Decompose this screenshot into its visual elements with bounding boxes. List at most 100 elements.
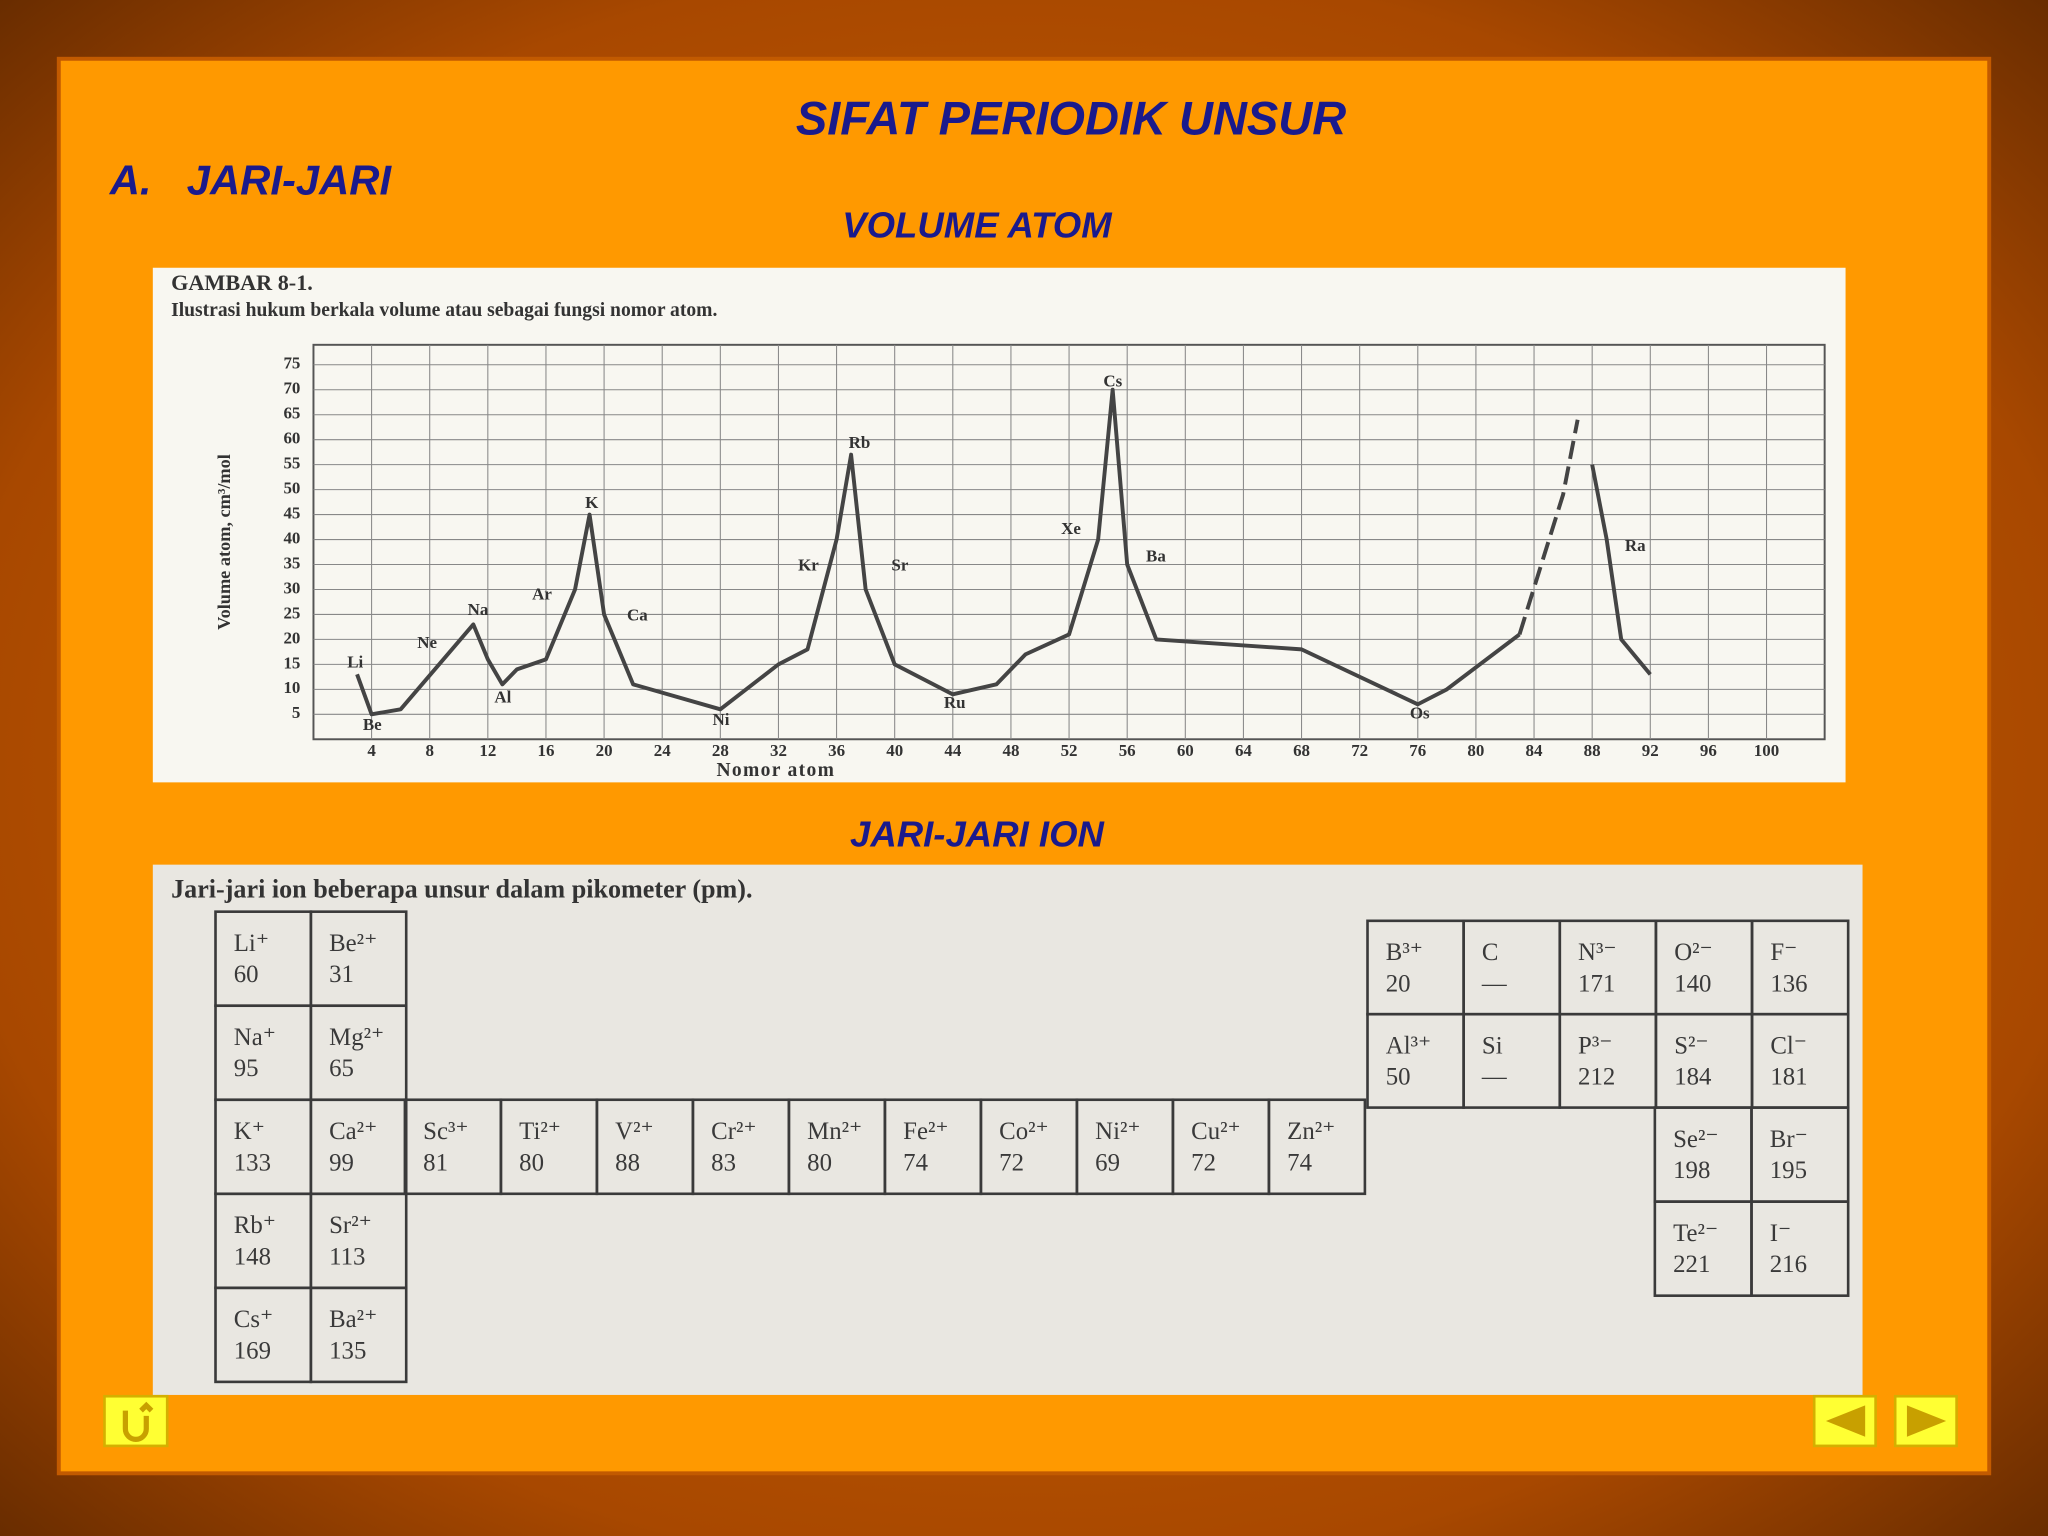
ion-radius: 221 — [1673, 1251, 1710, 1278]
ion-symbol: V²⁺ — [615, 1118, 653, 1145]
x-tick-label: 60 — [1177, 741, 1194, 760]
ion-radius: 171 — [1578, 970, 1615, 997]
figure-label: GAMBAR 8-1. — [171, 270, 313, 295]
x-tick-label: 68 — [1293, 741, 1310, 760]
home-icon — [122, 1401, 154, 1442]
data-line — [1517, 419, 1580, 635]
ion-symbol: Co²⁺ — [999, 1118, 1048, 1145]
element-label: Sr — [891, 556, 908, 575]
ion-symbol: Mg²⁺ — [329, 1024, 384, 1051]
x-tick-label: 28 — [712, 741, 729, 760]
x-tick-label: 8 — [425, 741, 433, 760]
element-label: Kr — [798, 556, 819, 575]
ion-radius: 72 — [1191, 1149, 1216, 1176]
x-tick-label: 84 — [1526, 741, 1543, 760]
element-label: Ne — [417, 633, 437, 652]
table-caption: Jari-jari ion beberapa unsur dalam pikom… — [171, 874, 752, 903]
ion-radius: — — [1481, 970, 1507, 997]
table-cell — [309, 1286, 408, 1384]
ion-radius: 81 — [423, 1149, 448, 1176]
ion-radius: 99 — [329, 1149, 354, 1176]
element-label: Ni — [712, 710, 729, 729]
element-label: Ru — [944, 693, 966, 712]
ion-radius: 140 — [1674, 970, 1711, 997]
ion-radius: 113 — [329, 1243, 365, 1270]
next-button[interactable] — [1893, 1394, 1958, 1448]
ion-symbol: Ba²⁺ — [329, 1306, 377, 1333]
ion-radius: 195 — [1770, 1157, 1807, 1184]
y-tick-label: 60 — [283, 429, 300, 448]
ion-symbol: Ti²⁺ — [519, 1118, 561, 1145]
ion-symbol: Te²⁻ — [1673, 1220, 1718, 1247]
y-tick-label: 5 — [292, 703, 300, 722]
ion-radius: 80 — [807, 1149, 832, 1176]
ion-radius: 60 — [234, 961, 259, 988]
x-tick-label: 20 — [596, 741, 613, 760]
ion-symbol: C — [1482, 939, 1499, 966]
ion-symbol: Na⁺ — [234, 1024, 276, 1051]
ion-radius: 212 — [1578, 1064, 1615, 1091]
ion-symbol: Si — [1482, 1032, 1503, 1059]
ion-symbol: Li⁺ — [234, 930, 269, 957]
home-button[interactable] — [103, 1394, 169, 1448]
element-label: Ca — [627, 605, 648, 624]
x-axis-label: Nomor atom — [716, 760, 835, 781]
ion-radius: 83 — [711, 1149, 736, 1176]
x-tick-label: 92 — [1642, 741, 1659, 760]
element-label: Ba — [1146, 547, 1166, 566]
y-tick-label: 55 — [283, 454, 300, 473]
ion-symbol: P³⁻ — [1578, 1032, 1612, 1059]
ion-radius: 133 — [234, 1149, 271, 1176]
ion-radius: 184 — [1674, 1064, 1712, 1091]
x-tick-label: 52 — [1061, 741, 1078, 760]
element-label: Al — [494, 688, 511, 707]
ion-symbol: Cu²⁺ — [1191, 1118, 1240, 1145]
element-label: Ar — [532, 584, 552, 603]
element-label: Na — [468, 600, 489, 619]
x-tick-label: 16 — [537, 741, 554, 760]
y-axis-label: Volume atom, cm³/mol — [214, 454, 234, 630]
x-tick-label: 100 — [1754, 741, 1779, 760]
slide-title: SIFAT PERIODIK UNSUR — [796, 92, 1346, 145]
element-label: K — [585, 493, 599, 512]
ion-radius: 69 — [1095, 1149, 1120, 1176]
element-label: Rb — [849, 433, 871, 452]
ion-symbol: S²⁻ — [1674, 1032, 1708, 1059]
ion-symbol: Br⁻ — [1770, 1126, 1808, 1153]
x-tick-label: 36 — [828, 741, 845, 760]
ion-radius: 181 — [1770, 1064, 1807, 1091]
ion-symbol: Cl⁻ — [1770, 1032, 1807, 1059]
x-tick-label: 48 — [1002, 741, 1019, 760]
ion-symbol: Sr²⁺ — [329, 1212, 372, 1239]
ion-table: Jari-jari ion beberapa unsur dalam pikom… — [152, 864, 1863, 1395]
ion-radius: 74 — [903, 1149, 928, 1176]
ion-radius: — — [1481, 1064, 1507, 1091]
ion-radius: 136 — [1770, 970, 1807, 997]
ion-symbol: Cs⁺ — [234, 1306, 273, 1333]
element-label: Li — [347, 652, 363, 671]
ion-symbol: I⁻ — [1770, 1220, 1791, 1247]
ion-symbol: Ca²⁺ — [329, 1118, 377, 1145]
data-line — [355, 387, 1652, 717]
section-number: A. — [109, 157, 152, 204]
ion-radius: 148 — [234, 1243, 271, 1270]
ion-symbol: Mn²⁺ — [807, 1118, 862, 1145]
section-title: JARI-JARI — [187, 157, 393, 204]
table-heading: JARI-JARI ION — [850, 813, 1106, 854]
x-tick-label: 76 — [1409, 741, 1426, 760]
y-tick-label: 45 — [283, 503, 300, 522]
ion-symbol: Sc³⁺ — [423, 1118, 468, 1145]
ion-symbol: Rb⁺ — [234, 1212, 276, 1239]
previous-button[interactable] — [1812, 1394, 1877, 1448]
table-image — [152, 864, 1863, 1395]
ion-symbol: Be²⁺ — [329, 930, 377, 957]
y-tick-label: 70 — [283, 379, 300, 398]
right-arrow-icon — [1906, 1405, 1947, 1437]
element-label: Os — [1410, 703, 1430, 722]
ion-radius: 65 — [329, 1055, 354, 1082]
x-tick-label: 4 — [367, 741, 376, 760]
y-tick-label: 35 — [283, 553, 300, 572]
element-label: Ra — [1625, 536, 1646, 555]
